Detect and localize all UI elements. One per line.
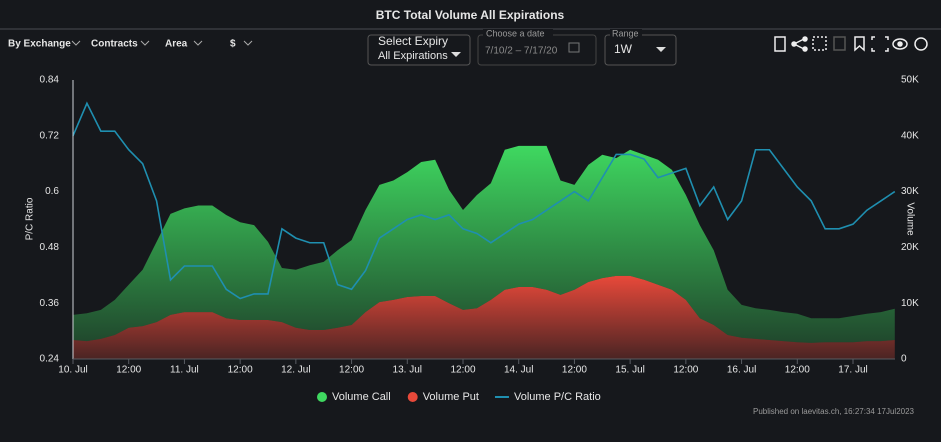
expiry-label: Select Expiry	[378, 34, 448, 48]
filter[interactable]: $	[230, 39, 236, 50]
x-tick-label: 15. Jul	[615, 365, 644, 376]
legend-swatch	[317, 392, 327, 402]
line	[72, 101, 896, 300]
x-tick-label: 13. Jul	[393, 365, 422, 376]
icon-share-dot	[802, 36, 808, 42]
y2-axis-title: Volume	[904, 202, 915, 236]
caret	[451, 52, 461, 57]
y-tick-label: 0.48	[40, 242, 60, 253]
x-tick-label: 12. Jul	[281, 365, 310, 376]
x-tick-label: 14. Jul	[504, 365, 533, 376]
range-label: Range	[612, 28, 639, 38]
y-tick-label: 0.84	[40, 75, 60, 86]
range-value: 1W	[614, 42, 633, 56]
date-label: Choose a date	[486, 28, 545, 38]
calendar-icon	[568, 42, 580, 53]
icon-csv[interactable]	[833, 36, 846, 51]
chevron	[243, 40, 253, 46]
y2-tick-label: 10K	[901, 298, 919, 309]
chevron	[193, 40, 203, 46]
area	[73, 145, 895, 343]
x-tick-label: 12:00	[116, 365, 141, 376]
x-tick-label: 12:00	[228, 365, 253, 376]
chevron	[71, 40, 81, 46]
y2-tick-label: 20K	[901, 242, 919, 253]
filter[interactable]: Contracts	[91, 39, 138, 50]
y-axis-title: P/C Ratio	[25, 197, 36, 240]
x-tick-label: 12:00	[673, 365, 698, 376]
legend-label: Volume P/C Ratio	[514, 391, 601, 403]
legend-label: Volume Call	[332, 391, 391, 403]
legend-swatch	[407, 392, 418, 402]
icon-download[interactable]	[774, 36, 786, 52]
plot	[72, 101, 896, 359]
x-tick-label: 11. Jul	[170, 365, 199, 376]
y2-tick-label: 30K	[901, 186, 919, 197]
y2-tick-label: 0	[901, 354, 907, 365]
x-tick-label: 17. Jul	[838, 365, 867, 376]
filter[interactable]: By Exchange	[8, 39, 71, 50]
y-tick-label: 0.36	[40, 298, 60, 309]
date-value: 7/10/2 – 7/17/20	[485, 46, 558, 57]
x-tick-label: 12:00	[562, 365, 587, 376]
y-tick-label: 0.24	[40, 354, 60, 365]
area	[73, 275, 895, 359]
y-tick-label: 0.6	[45, 186, 59, 197]
icon-share-dot	[802, 46, 808, 52]
x-tick-label: 10. Jul	[58, 365, 87, 376]
icon-fullscreen[interactable]	[871, 36, 889, 52]
toolbar-icons	[774, 36, 928, 52]
icon-eye[interactable]	[892, 38, 908, 50]
chart-title: BTC Total Volume All Expirations	[376, 8, 565, 22]
icon-settings[interactable]	[914, 37, 928, 51]
y2-tick-label: 50K	[901, 75, 919, 86]
icon-eye-pupil	[897, 41, 903, 47]
filter[interactable]: Area	[165, 39, 188, 50]
label-mask	[610, 29, 642, 39]
legend-label: Volume Put	[423, 391, 479, 403]
y-tick-label: 0.72	[40, 130, 60, 141]
credit: Published on laevitas.ch, 16:27:34 17Jul…	[753, 407, 915, 416]
x-tick-label: 16. Jul	[727, 365, 756, 376]
expiry-button[interactable]	[367, 34, 471, 66]
expiry-value: All Expirations	[378, 50, 448, 62]
x-tick-label: 12:00	[339, 365, 364, 376]
label-mask	[483, 29, 553, 39]
icon-image[interactable]	[812, 36, 827, 51]
caret	[656, 47, 666, 52]
icon-share-dot	[791, 41, 797, 47]
chevron	[140, 40, 150, 46]
icon-bookmark[interactable]	[854, 36, 865, 52]
y2-tick-label: 40K	[901, 130, 919, 141]
x-tick-label: 12:00	[450, 365, 475, 376]
x-tick-label: 12:00	[785, 365, 810, 376]
